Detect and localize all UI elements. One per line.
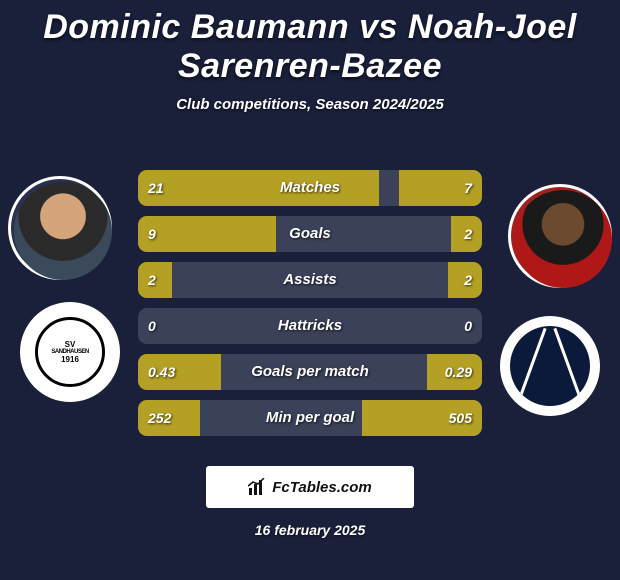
comparison-title: Dominic Baumann vs Noah-Joel Sarenren-Ba… <box>0 0 620 86</box>
chart-icon <box>248 478 266 496</box>
stat-label: Min per goal <box>138 400 482 436</box>
stat-label: Goals per match <box>138 354 482 390</box>
stat-value-left: 252 <box>148 400 171 436</box>
stat-label: Hattricks <box>138 308 482 344</box>
stat-label: Goals <box>138 216 482 252</box>
stat-row: Min per goal252 505 <box>138 400 482 436</box>
stat-value-right: 0 <box>464 308 472 344</box>
stats-area: Matches217Goals92Assists22Hattricks00Goa… <box>0 170 620 446</box>
stat-label: Assists <box>138 262 482 298</box>
stat-value-left: 9 <box>148 216 156 252</box>
stat-row: Hattricks0 0 <box>138 308 482 344</box>
stat-row: Goals per match0.43 0.29 <box>138 354 482 390</box>
stat-row: Matches21 7 <box>138 170 482 206</box>
stat-value-left: 0.43 <box>148 354 175 390</box>
stat-label: Matches <box>138 170 482 206</box>
stat-value-right: 0.29 <box>445 354 472 390</box>
stat-value-right: 2 <box>464 262 472 298</box>
branding-text: FcTables.com <box>272 479 371 496</box>
stat-value-left: 2 <box>148 262 156 298</box>
stat-row: Goals9 2 <box>138 216 482 252</box>
stat-value-right: 7 <box>464 170 472 206</box>
stat-value-right: 2 <box>464 216 472 252</box>
branding-box: FcTables.com <box>206 466 414 508</box>
stat-value-left: 0 <box>148 308 156 344</box>
stat-row: Assists2 2 <box>138 262 482 298</box>
stat-value-left: 21 <box>148 170 164 206</box>
stat-value-right: 505 <box>449 400 472 436</box>
season-subtitle: Club competitions, Season 2024/2025 <box>0 96 620 113</box>
date-text: 16 february 2025 <box>0 522 620 538</box>
